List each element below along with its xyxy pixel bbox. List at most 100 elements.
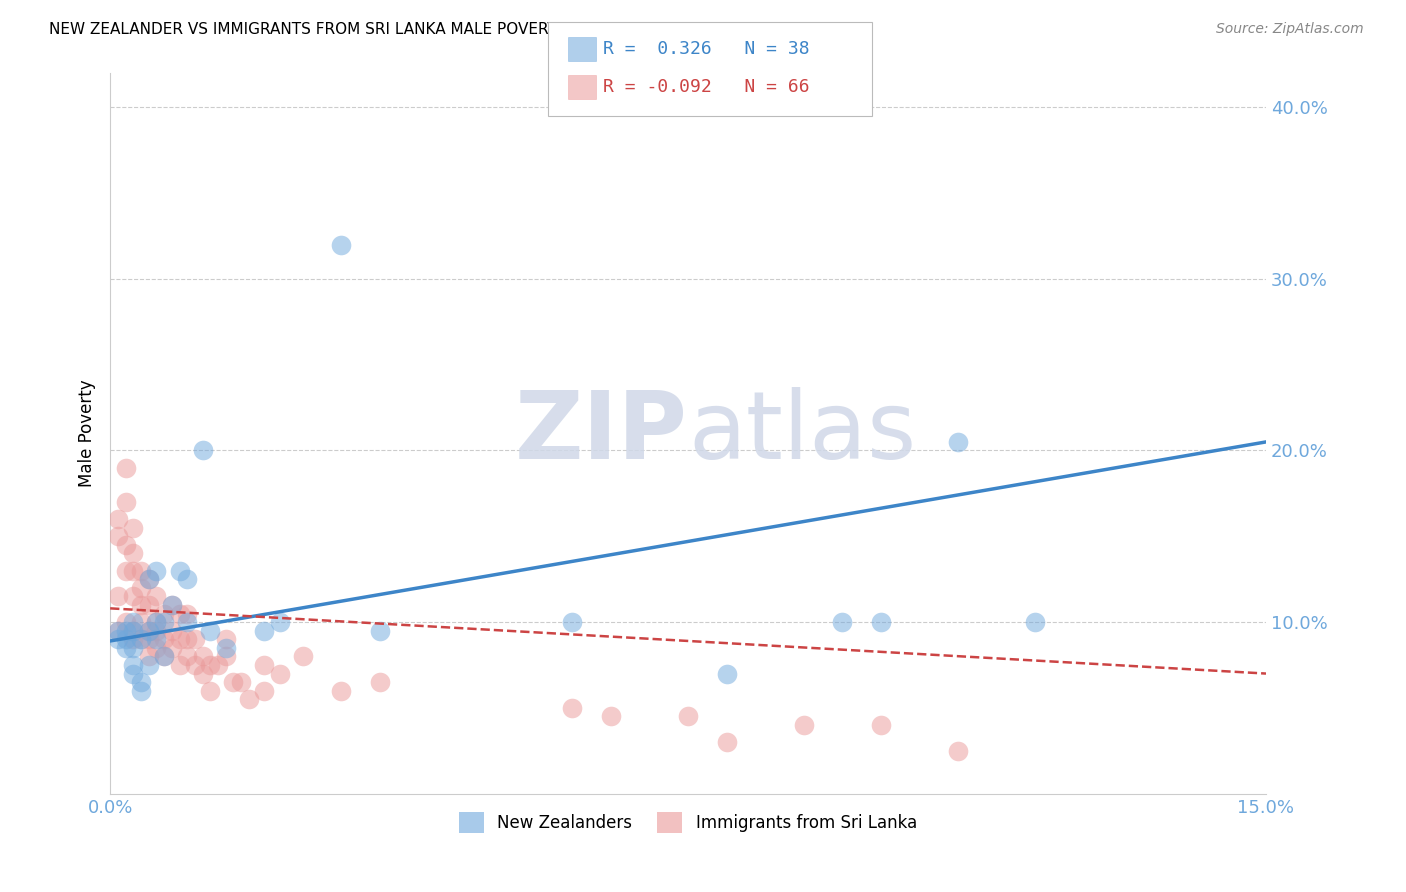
- Point: [869, 718, 891, 732]
- Point: [330, 237, 353, 252]
- Point: [129, 675, 152, 690]
- Point: [253, 624, 276, 638]
- Point: [129, 632, 152, 647]
- Point: [107, 624, 129, 638]
- Point: [107, 632, 129, 647]
- Point: [191, 649, 214, 664]
- Point: [129, 598, 152, 612]
- Point: [831, 615, 853, 629]
- Point: [176, 632, 198, 647]
- Point: [215, 640, 238, 655]
- Point: [330, 683, 353, 698]
- Point: [160, 624, 183, 638]
- Point: [122, 640, 145, 655]
- Point: [114, 564, 136, 578]
- Point: [129, 581, 152, 595]
- Point: [269, 615, 291, 629]
- Point: [153, 632, 176, 647]
- Point: [176, 649, 198, 664]
- Point: [176, 615, 198, 629]
- Point: [191, 666, 214, 681]
- Point: [153, 649, 176, 664]
- Point: [129, 564, 152, 578]
- Point: [122, 632, 145, 647]
- Point: [184, 632, 207, 647]
- Point: [138, 598, 160, 612]
- Point: [145, 640, 167, 655]
- Point: [716, 666, 738, 681]
- Point: [716, 735, 738, 749]
- Point: [184, 657, 207, 672]
- Point: [114, 624, 136, 638]
- Point: [122, 590, 145, 604]
- Point: [215, 649, 238, 664]
- Point: [368, 675, 391, 690]
- Text: NEW ZEALANDER VS IMMIGRANTS FROM SRI LANKA MALE POVERTY CORRELATION CHART: NEW ZEALANDER VS IMMIGRANTS FROM SRI LAN…: [49, 22, 737, 37]
- Point: [138, 624, 160, 638]
- Point: [129, 683, 152, 698]
- Text: ZIP: ZIP: [515, 387, 688, 479]
- Point: [145, 632, 167, 647]
- Point: [114, 538, 136, 552]
- Point: [122, 564, 145, 578]
- Point: [145, 615, 167, 629]
- Point: [122, 624, 145, 638]
- Point: [138, 572, 160, 586]
- Point: [169, 607, 191, 621]
- Point: [176, 607, 198, 621]
- Point: [291, 649, 314, 664]
- Point: [1024, 615, 1046, 629]
- Text: R = -0.092   N = 66: R = -0.092 N = 66: [603, 78, 810, 96]
- Point: [231, 675, 253, 690]
- Point: [122, 615, 145, 629]
- Y-axis label: Male Poverty: Male Poverty: [79, 379, 96, 487]
- Point: [114, 632, 136, 647]
- Point: [200, 624, 222, 638]
- Point: [793, 718, 815, 732]
- Point: [145, 590, 167, 604]
- Point: [122, 521, 145, 535]
- Point: [676, 709, 699, 723]
- Point: [160, 598, 183, 612]
- Point: [138, 632, 160, 647]
- Point: [107, 590, 129, 604]
- Point: [145, 615, 167, 629]
- Point: [946, 434, 969, 449]
- Point: [107, 624, 129, 638]
- Point: [253, 683, 276, 698]
- Point: [160, 640, 183, 655]
- Point: [253, 657, 276, 672]
- Point: [561, 615, 583, 629]
- Point: [869, 615, 891, 629]
- Text: atlas: atlas: [688, 387, 917, 479]
- Point: [215, 632, 238, 647]
- Point: [138, 657, 160, 672]
- Point: [114, 460, 136, 475]
- Text: Source: ZipAtlas.com: Source: ZipAtlas.com: [1216, 22, 1364, 37]
- Point: [153, 607, 176, 621]
- Point: [191, 443, 214, 458]
- Point: [200, 657, 222, 672]
- Text: R =  0.326   N = 38: R = 0.326 N = 38: [603, 40, 810, 58]
- Point: [368, 624, 391, 638]
- Point: [107, 529, 129, 543]
- Point: [207, 657, 229, 672]
- Point: [122, 546, 145, 560]
- Point: [114, 615, 136, 629]
- Point: [138, 624, 160, 638]
- Point: [176, 572, 198, 586]
- Point: [122, 666, 145, 681]
- Point: [145, 624, 167, 638]
- Legend: New Zealanders, Immigrants from Sri Lanka: New Zealanders, Immigrants from Sri Lank…: [453, 805, 924, 839]
- Point: [222, 675, 245, 690]
- Point: [200, 683, 222, 698]
- Point: [153, 649, 176, 664]
- Point: [169, 564, 191, 578]
- Point: [138, 649, 160, 664]
- Point: [138, 572, 160, 586]
- Point: [946, 744, 969, 758]
- Point: [169, 657, 191, 672]
- Point: [153, 615, 176, 629]
- Point: [561, 701, 583, 715]
- Point: [114, 495, 136, 509]
